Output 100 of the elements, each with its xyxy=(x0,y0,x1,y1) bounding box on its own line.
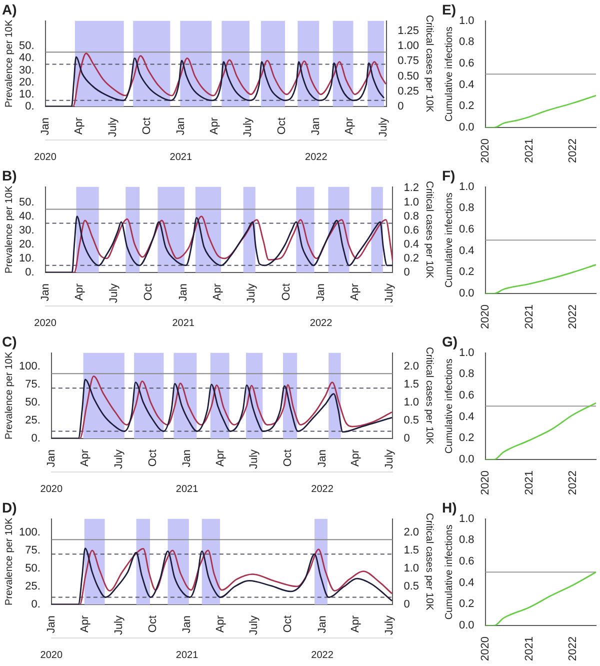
y2-tick-label: 0.6 xyxy=(404,224,420,236)
y2-axis-title: Critical cases per 10K xyxy=(423,180,434,279)
x-tick-label: Jan xyxy=(310,117,322,136)
chart-title: A) xyxy=(2,1,17,18)
y-axis-title: Cumulative infections xyxy=(444,524,455,620)
x-tick-label: 2022 xyxy=(567,470,580,496)
y-tick-label: 75. xyxy=(25,378,40,390)
y2-tick-label: 0.25 xyxy=(398,85,420,98)
x-tick-label: Jan xyxy=(316,449,328,468)
chart-title: H) xyxy=(442,499,457,516)
y-tick-label: 0. xyxy=(25,100,34,112)
y-tick-label: 0. xyxy=(25,266,34,278)
y2-tick-label: 0.5 xyxy=(404,580,420,592)
x-tick-label: July xyxy=(383,614,396,635)
y-tick-label: 0.2 xyxy=(458,432,474,444)
y-axis-title: Cumulative infections xyxy=(444,192,455,288)
x-tick-label: Apr xyxy=(350,615,362,633)
x-tick-label: July xyxy=(248,448,260,469)
y-tick-label: 20. xyxy=(18,76,34,88)
y-tick-label: 40. xyxy=(18,210,34,222)
y-axis-title: Prevalence per 10K xyxy=(4,517,15,606)
x-tick-label: July xyxy=(383,448,396,469)
y2-tick-label: 1.5 xyxy=(404,544,420,556)
y-tick-label: 0.0 xyxy=(458,620,474,632)
y2-tick-label: 0 xyxy=(404,432,410,444)
y-axis-title: Cumulative infections xyxy=(444,26,455,122)
y-tick-label: 50. xyxy=(18,40,34,52)
y-axis-title: Prevalence per 10K xyxy=(4,351,15,440)
y-tick-label: 0.2 xyxy=(458,266,474,278)
y-tick-label: 20. xyxy=(18,238,34,250)
x-tick-label: Oct xyxy=(282,449,294,467)
y-tick-label: 0.8 xyxy=(458,534,474,546)
x-tick-label: Apr xyxy=(349,283,362,301)
y-tick-label: 0.6 xyxy=(458,58,474,70)
x-tick-label: Oct xyxy=(142,283,155,301)
y2-tick-label: 1.25 xyxy=(398,25,420,38)
y-tick-label: 0.0 xyxy=(458,122,474,134)
y-tick-label: 10. xyxy=(18,252,34,264)
x-tick-label: Apr xyxy=(211,283,224,301)
y-tick-label: 0.8 xyxy=(458,36,474,48)
y2-tick-label: 2.0 xyxy=(404,526,420,539)
y2-tick-label: 0.2 xyxy=(404,252,420,264)
y2-tick-label: 0.50 xyxy=(398,70,420,82)
x-tick-label: 2021 xyxy=(523,636,536,662)
y2-tick-label: 1.0 xyxy=(404,562,420,574)
y2-tick-label: 1.5 xyxy=(404,378,420,390)
y2-axis-title: Critical cases per 10K xyxy=(423,14,434,113)
y-tick-label: 0.2 xyxy=(458,598,474,610)
x-tick-label: 2020 xyxy=(479,304,492,330)
y2-tick-label: 1.0 xyxy=(404,396,420,408)
y-tick-label: 40. xyxy=(18,52,34,64)
y-tick-label: 0.8 xyxy=(458,368,474,380)
y-tick-label: 10. xyxy=(18,88,34,100)
y-tick-label: 0.6 xyxy=(458,390,474,402)
x-tick-label: Apr xyxy=(350,449,362,467)
x-tick-label: July xyxy=(108,282,120,303)
x-tick-label: Jan xyxy=(39,117,52,136)
y2-tick-label: 2.0 xyxy=(404,360,420,373)
x-tick-label: Apr xyxy=(214,615,226,633)
x-tick-label: Jan xyxy=(174,117,187,136)
y-tick-label: 1.0 xyxy=(458,180,474,193)
y-tick-label: 0.4 xyxy=(458,244,474,257)
x-tick-label: Apr xyxy=(344,117,356,135)
x-tick-label: 2022 xyxy=(567,138,580,164)
y2-tick-label: 1.2 xyxy=(404,182,420,194)
x-tick-label: Jan xyxy=(39,283,52,302)
y-tick-label: 50. xyxy=(18,196,34,208)
x-tick-label: 2020 xyxy=(479,138,492,164)
y2-tick-label: 1.0 xyxy=(404,196,420,208)
y-tick-label: 25. xyxy=(25,580,40,592)
y2-tick-label: 0 xyxy=(404,266,410,278)
y-tick-label: 75. xyxy=(25,544,40,556)
y-tick-label: 0.0 xyxy=(458,288,474,300)
x-tick-label: 2021 xyxy=(523,304,536,330)
y-tick-label: 0.4 xyxy=(458,78,474,91)
x-tick-label: Jan xyxy=(315,283,328,302)
chart-title: B) xyxy=(2,167,17,184)
y2-tick-label: 0.4 xyxy=(404,238,420,250)
y-tick-label: 30. xyxy=(18,64,34,76)
x-tick-label: July xyxy=(246,282,258,303)
y2-tick-label: 0 xyxy=(398,100,404,112)
y2-tick-label: 0.8 xyxy=(404,210,420,222)
x-tick-label: July xyxy=(112,614,125,635)
y2-axis-title: Critical cases per 10K xyxy=(423,512,434,611)
x-tick-label: Apr xyxy=(74,283,86,301)
y2-tick-label: 0 xyxy=(404,598,410,610)
x-tick-label: Oct xyxy=(282,615,294,633)
x-tick-label: Apr xyxy=(214,449,226,467)
x-tick-label: Apr xyxy=(73,117,86,135)
y-tick-label: 100. xyxy=(18,526,40,539)
chart-title: C) xyxy=(2,333,17,350)
x-tick-label: 2021 xyxy=(523,138,536,164)
chart-title: D) xyxy=(2,499,17,516)
x-tick-label: Apr xyxy=(208,117,220,135)
y-tick-label: 0.6 xyxy=(458,224,474,236)
x-tick-label: Jan xyxy=(181,615,194,634)
chart-title: F) xyxy=(442,167,456,184)
y-tick-label: 0.0 xyxy=(458,454,474,466)
y-tick-label: 1.0 xyxy=(458,14,474,27)
chart-title: E) xyxy=(442,1,456,18)
